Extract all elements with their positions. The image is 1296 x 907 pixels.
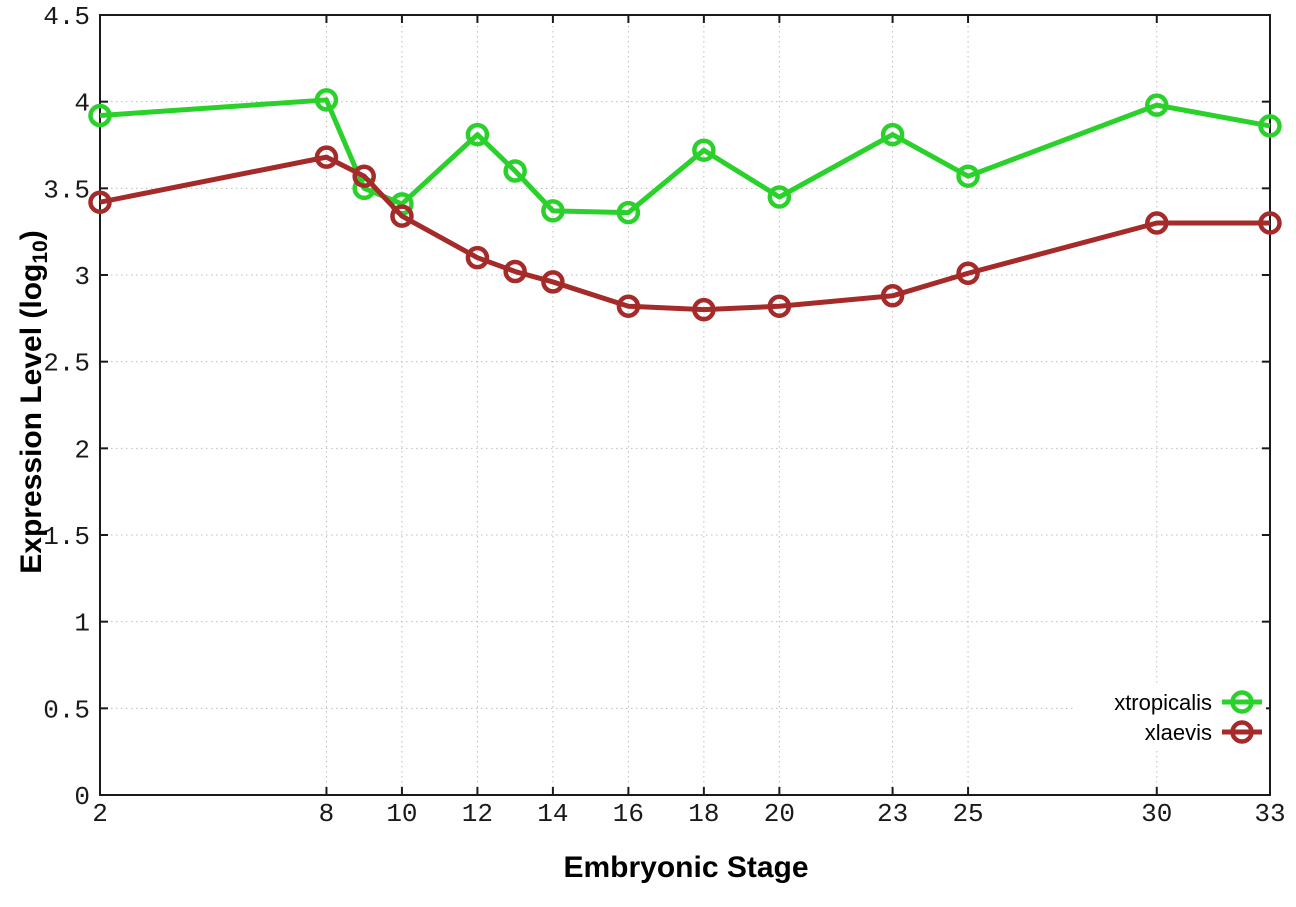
y-tick-label: 1.5 [43,522,90,552]
data-point-xtropicalis [503,159,527,183]
data-point-xlaevis [767,294,792,318]
data-point-xlaevis [314,145,339,169]
data-point-xtropicalis [1145,93,1169,117]
legend-label-xtropicalis: xtropicalis [1114,690,1212,715]
y-tick-label: 4.5 [43,2,90,32]
x-tick-label: 14 [537,799,568,829]
data-point-xtropicalis [880,122,905,147]
data-point-xtropicalis [314,88,339,112]
x-tick-label: 12 [462,799,493,829]
data-point-xlaevis [390,204,414,228]
y-axis-title: Expression Level (log10) [15,230,52,574]
x-tick-label: 8 [319,799,335,829]
y-tick-label: 3 [74,262,90,292]
data-point-xlaevis [616,294,641,318]
data-point-xlaevis [352,164,376,188]
x-tick-label: 20 [764,799,795,829]
legend-label-xlaevis: xlaevis [1145,720,1212,745]
y-tick-label: 2.5 [43,349,90,379]
x-tick-label: 2 [92,799,108,829]
x-tick-label: 10 [386,799,417,829]
series-line-xlaevis [99,154,1270,313]
x-axis-title: Embryonic Stage [563,851,809,884]
data-point-xlaevis [88,190,112,214]
y-tick-label: 0 [74,782,90,812]
data-point-xtropicalis [616,200,641,225]
y-tick-label: 3.5 [43,175,90,205]
data-point-xlaevis [503,259,527,284]
legend-marker-icon-xlaevis [1230,720,1254,744]
x-tick-label: 18 [688,799,719,829]
data-point-xlaevis [692,297,716,322]
y-axis-title-subscript: 10 [28,240,52,264]
y-axis-title-main: Expression Level (log [15,263,48,574]
data-point-xtropicalis [541,199,565,223]
y-tick-label: 1 [74,609,90,639]
data-point-xtropicalis [465,122,490,147]
data-point-xtropicalis [767,185,792,209]
data-point-xtropicalis [692,138,716,162]
data-point-xlaevis [880,284,905,308]
data-point-xtropicalis [1258,114,1282,138]
data-point-xlaevis [541,270,565,294]
y-tick-label: 0.5 [43,695,90,725]
data-point-xlaevis [1258,211,1282,235]
y-axis-title-close: ) [15,230,48,241]
y-tick-label: 2 [74,435,90,465]
data-point-xtropicalis [956,164,980,188]
plot-border [99,14,1271,796]
x-tick-label: 30 [1141,799,1172,829]
x-tick-label: 16 [613,799,644,829]
x-tick-label: 23 [877,799,908,829]
data-point-xtropicalis [88,103,112,128]
series-line-xtropicalis [99,97,1271,216]
data-point-xlaevis [465,245,490,270]
x-tick-label: 33 [1254,799,1285,829]
data-point-xlaevis [956,261,980,286]
data-point-xlaevis [1145,211,1169,235]
x-tick-label: 25 [952,799,983,829]
legend-marker-icon-xtropicalis [1230,690,1254,714]
y-tick-label: 4 [74,89,90,119]
